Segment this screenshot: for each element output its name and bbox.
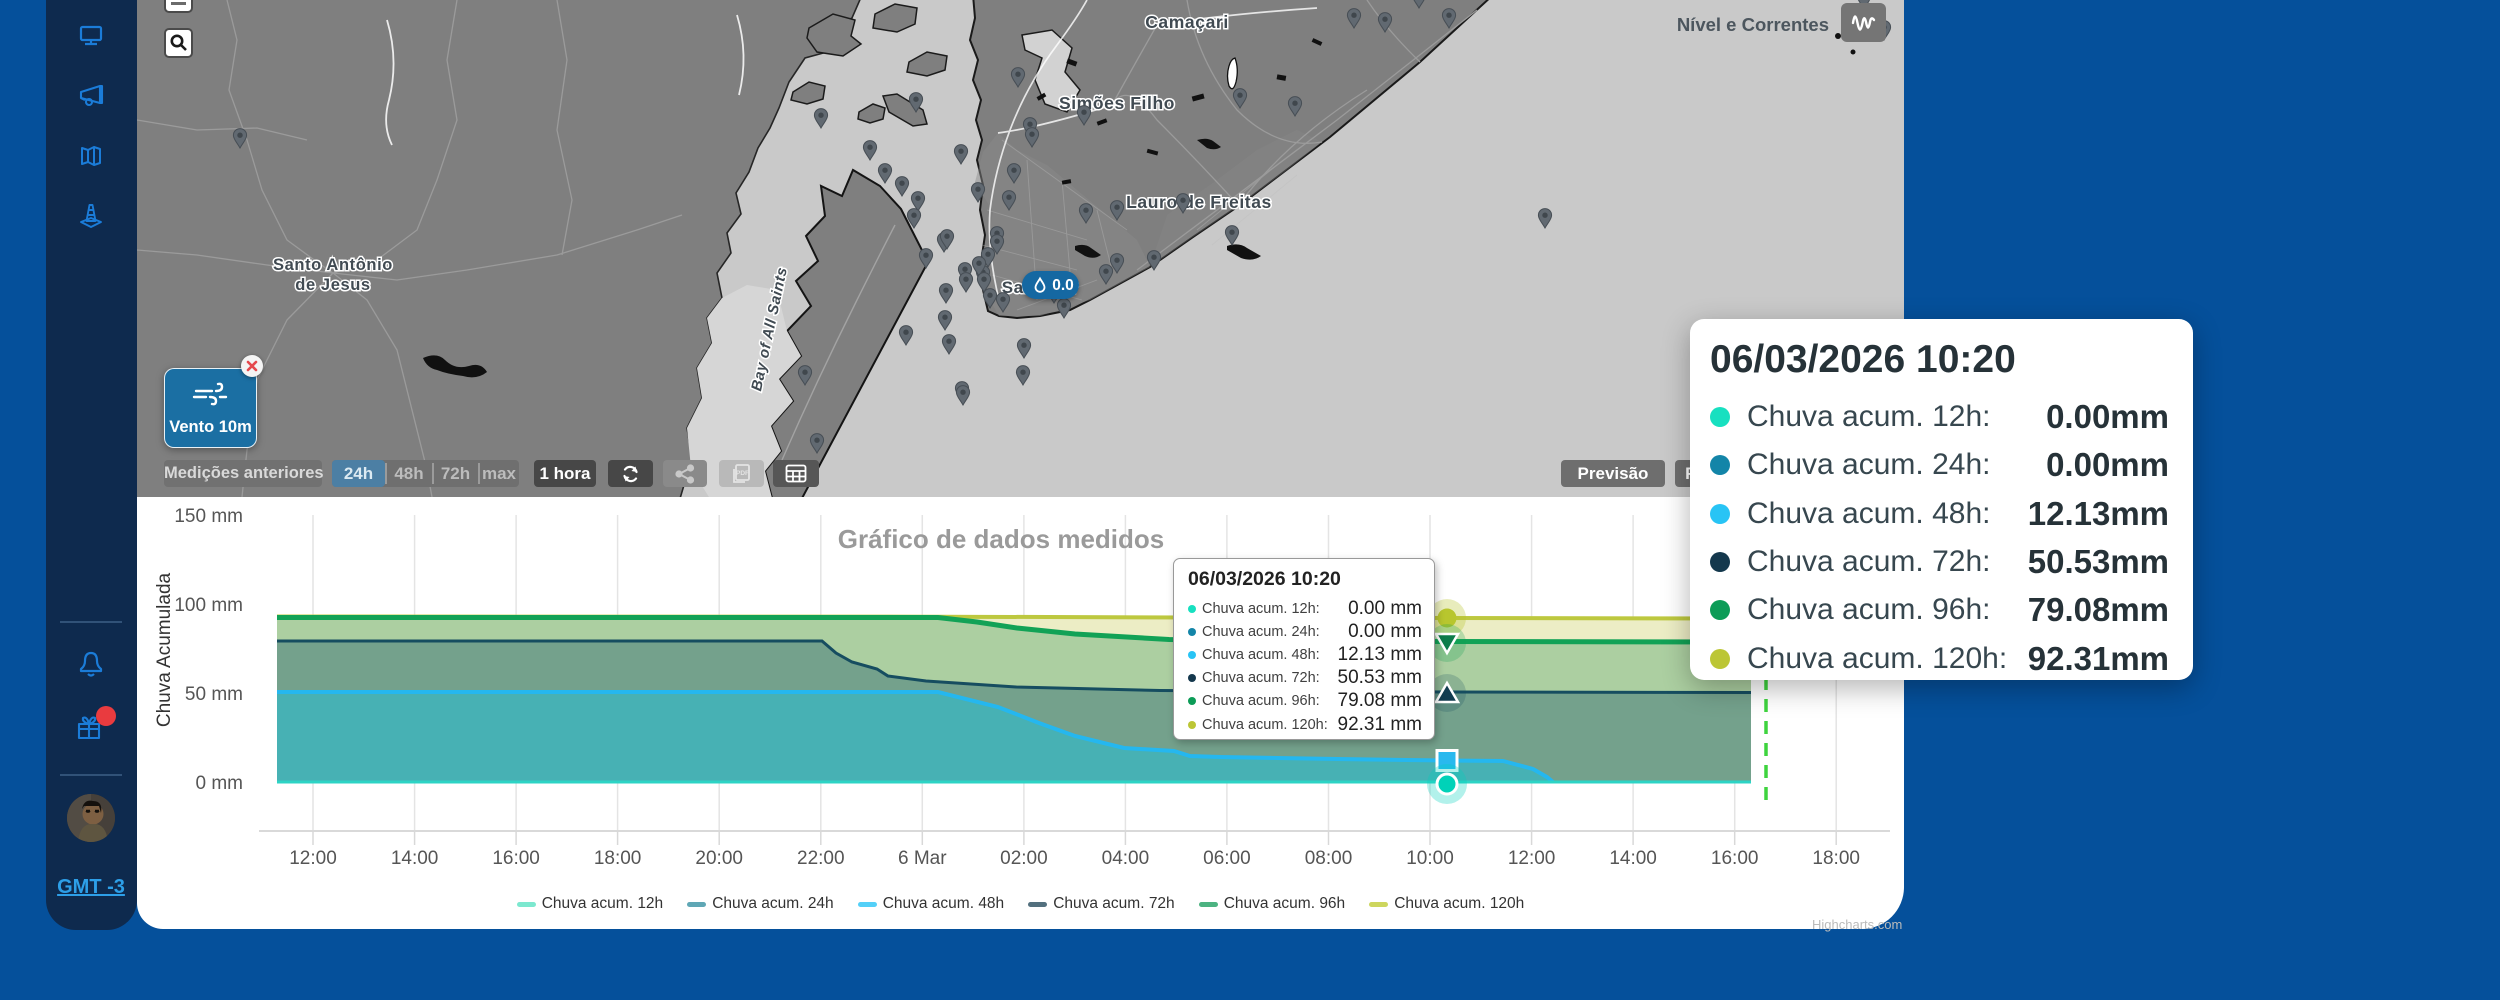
svg-text:6 Mar: 6 Mar [898, 848, 947, 869]
svg-text:14:00: 14:00 [1609, 848, 1657, 869]
svg-text:150 mm: 150 mm [174, 506, 243, 527]
svg-text:Santo Antônio: Santo Antônio [273, 256, 393, 274]
svg-text:08:00: 08:00 [1305, 848, 1353, 869]
svg-text:06:00: 06:00 [1203, 848, 1251, 869]
svg-text:GMT -3: GMT -3 [57, 876, 125, 898]
svg-text:Lauro de Freitas: Lauro de Freitas [1126, 192, 1272, 212]
svg-text:Gráfico de dados medidos: Gráfico de dados medidos [838, 524, 1165, 554]
svg-text:10:00: 10:00 [1406, 848, 1454, 869]
svg-text:0 mm: 0 mm [196, 773, 244, 794]
svg-text:20:00: 20:00 [695, 848, 743, 869]
svg-text:14:00: 14:00 [391, 848, 439, 869]
svg-text:100 mm: 100 mm [174, 595, 243, 616]
svg-text:02:00: 02:00 [1000, 848, 1048, 869]
svg-text:04:00: 04:00 [1102, 848, 1150, 869]
svg-text:PDF: PDF [736, 470, 749, 477]
svg-text:18:00: 18:00 [594, 848, 642, 869]
svg-text:Camaçari: Camaçari [1145, 12, 1229, 32]
svg-text:50 mm: 50 mm [185, 684, 243, 705]
svg-text:de Jesus: de Jesus [295, 276, 370, 294]
svg-text:12:00: 12:00 [289, 848, 337, 869]
svg-text:22:00: 22:00 [797, 848, 845, 869]
svg-text:Simões Filho: Simões Filho [1059, 93, 1175, 113]
svg-text:16:00: 16:00 [1711, 848, 1759, 869]
svg-text:18:00: 18:00 [1812, 848, 1860, 869]
svg-text:Chuva Acumulada: Chuva Acumulada [154, 572, 175, 727]
svg-text:12:00: 12:00 [1508, 848, 1556, 869]
svg-text:16:00: 16:00 [492, 848, 540, 869]
